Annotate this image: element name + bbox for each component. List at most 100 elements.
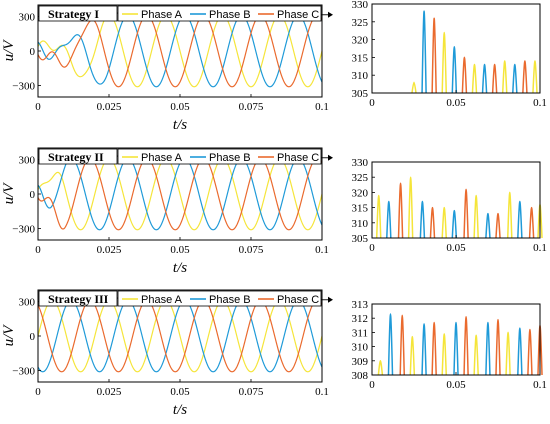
y-tick-label: 312	[352, 313, 369, 325]
peak-phase-B	[387, 313, 394, 376]
peak-phase-A	[532, 60, 538, 94]
legend-label-phase-C: Phase C	[277, 294, 319, 306]
peak-phase-B	[451, 45, 458, 94]
series-line-phase-A	[37, 14, 323, 88]
x-tick-label: 0	[35, 386, 41, 398]
y-tick-label: 309	[352, 356, 369, 368]
peak-phase-C	[461, 56, 468, 94]
x-tick-label: 0.05	[170, 244, 190, 256]
peak-phase-C	[431, 321, 437, 376]
x-tick-label: 0	[369, 379, 375, 391]
y-tick-label: 300	[19, 155, 36, 167]
x-tick-label: 0.05	[446, 379, 466, 391]
x-tick-label: 0.1	[315, 101, 329, 113]
peak-phase-B	[485, 321, 491, 376]
y-tick-label: 305	[352, 88, 369, 100]
peak-phase-B	[421, 10, 427, 94]
peak-phase-A	[407, 176, 414, 239]
y-axis-label: u/V	[1, 324, 17, 347]
zoom-arrow-head	[328, 11, 333, 18]
y-tick-label: 325	[352, 172, 369, 184]
strategy-title-box: Strategy I	[38, 5, 118, 22]
strategy-title: Strategy II	[48, 150, 104, 164]
zoom-arrow-head	[328, 296, 333, 303]
strategy-title-box: Strategy II	[38, 148, 118, 165]
peak-phase-C	[463, 316, 469, 376]
title-box-frame	[38, 290, 118, 307]
peak-phase-A	[441, 333, 448, 376]
strategy-title: Strategy III	[48, 292, 109, 306]
y-tick-label: 0	[30, 46, 36, 58]
x-tick-label: 0.1	[315, 386, 329, 398]
peak-phase-A	[473, 334, 479, 376]
peak-phase-B	[386, 200, 392, 239]
title-box-frame	[38, 5, 118, 22]
series-line-phase-A	[37, 157, 323, 231]
legend-label-phase-C: Phase C	[277, 152, 319, 164]
peak-phase-B	[517, 200, 523, 239]
y-tick-label: 315	[352, 52, 369, 64]
x-tick-label: 0.075	[239, 386, 264, 398]
x-tick-label: 0	[35, 101, 41, 113]
x-tick-label: 0.05	[170, 101, 190, 113]
peak-phase-C	[522, 60, 528, 94]
peak-phase-C	[463, 188, 469, 239]
peak-phase-B	[512, 63, 518, 94]
peak-phase-C	[431, 17, 437, 94]
legend: Phase A Phase B Phase C	[117, 5, 322, 22]
peak-phase-A	[506, 191, 513, 239]
title-box-frame	[38, 148, 118, 165]
y-axis-label: u/V	[1, 182, 17, 205]
x-tick-label: 0.05	[446, 97, 466, 109]
peak-phase-A	[505, 331, 511, 376]
legend-label-phase-A: Phase A	[141, 152, 183, 164]
x-axis-label: t/s	[173, 260, 187, 276]
x-tick-label: 0.025	[97, 101, 122, 113]
y-tick-label: 308	[352, 370, 369, 382]
x-tick-label: 0.1	[533, 379, 547, 391]
peak-phase-B	[419, 200, 426, 239]
y-tick-label: 330	[352, 0, 369, 11]
x-tick-label: 0.05	[170, 386, 190, 398]
y-tick-label: 311	[352, 327, 368, 339]
y-tick-label: 315	[352, 203, 369, 215]
y-tick-label: −300	[12, 366, 35, 378]
x-tick-label: 0.025	[97, 244, 122, 256]
peak-phase-C	[527, 328, 533, 376]
peak-phase-C	[495, 212, 501, 239]
y-tick-label: 300	[19, 297, 36, 309]
peak-phase-C	[491, 63, 498, 94]
zoom-arrow-head	[328, 154, 333, 161]
legend-label-phase-B: Phase B	[209, 9, 251, 21]
y-tick-label: 310	[352, 342, 369, 354]
zoom-frame	[371, 303, 541, 376]
peak-phase-C	[429, 206, 436, 239]
peak-phase-A	[471, 63, 478, 94]
y-tick-label: 313	[352, 299, 369, 311]
y-tick-label: 0	[30, 189, 36, 201]
legend-label-phase-B: Phase B	[209, 152, 251, 164]
peak-phase-A	[441, 206, 448, 239]
y-tick-label: 310	[352, 70, 369, 82]
x-tick-label: 0.1	[533, 242, 547, 254]
peak-phase-B	[453, 321, 459, 376]
y-axis-label: u/V	[1, 39, 17, 62]
legend-label-phase-B: Phase B	[209, 294, 251, 306]
strategy-title: Strategy I	[48, 7, 99, 21]
peak-phase-A	[411, 81, 417, 94]
x-axis-label: t/s	[173, 117, 187, 133]
legend-label-phase-A: Phase A	[141, 9, 183, 21]
legend-label-phase-A: Phase A	[141, 294, 183, 306]
x-tick-label: 0	[369, 242, 375, 254]
peak-phase-C	[528, 206, 535, 239]
y-tick-label: 320	[352, 187, 369, 199]
peak-phase-B	[451, 209, 458, 239]
series-line-phase-C	[37, 14, 323, 88]
y-tick-label: 325	[352, 17, 369, 29]
series-line-phase-A	[37, 299, 323, 373]
x-tick-label: 0.075	[239, 244, 264, 256]
